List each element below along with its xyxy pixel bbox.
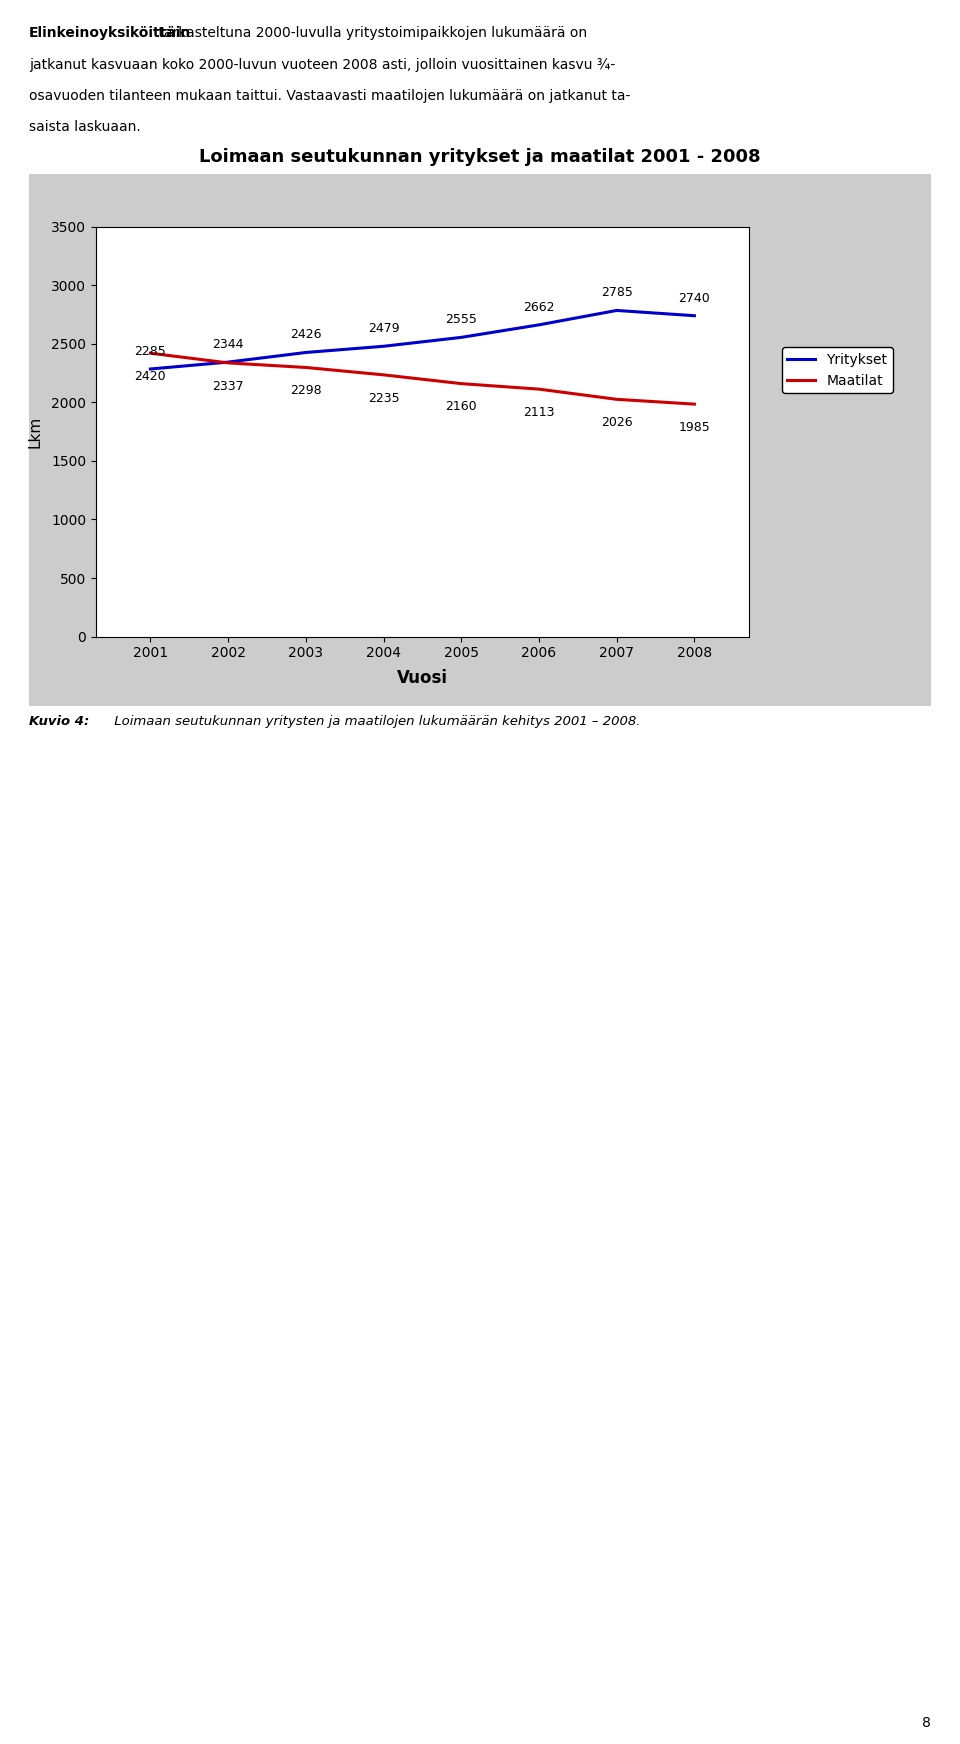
Yritykset (223, 352, 234, 373)
Text: 2740: 2740 (679, 291, 710, 305)
Text: Loimaan seutukunnan yritykset ja maatilat 2001 - 2008: Loimaan seutukunnan yritykset ja maatila… (199, 148, 761, 166)
Maatilat (378, 364, 390, 385)
Y-axis label: Lkm: Lkm (28, 415, 43, 448)
Text: 1985: 1985 (679, 420, 710, 434)
Yritykset (300, 342, 312, 363)
Text: 2785: 2785 (601, 286, 633, 300)
Text: tarkasteltuna 2000-luvulla yritystoimipaikkojen lukumäärä on: tarkasteltuna 2000-luvulla yritystoimipa… (154, 26, 587, 40)
Text: 2344: 2344 (212, 338, 244, 351)
Text: 2662: 2662 (523, 300, 555, 314)
Maatilat (223, 352, 234, 373)
Maatilat (688, 394, 700, 415)
Text: osavuoden tilanteen mukaan taittui. Vastaavasti maatilojen lukumäärä on jatkanut: osavuoden tilanteen mukaan taittui. Vast… (29, 89, 630, 103)
Text: saista laskuaan.: saista laskuaan. (29, 120, 140, 134)
Yritykset (145, 359, 156, 380)
Maatilat (611, 389, 622, 410)
Line: Maatilat: Maatilat (151, 354, 694, 405)
Text: 2426: 2426 (290, 328, 322, 342)
Text: 2479: 2479 (368, 323, 399, 335)
Text: 2026: 2026 (601, 417, 633, 429)
Text: Elinkeinoyksiköittäin: Elinkeinoyksiköittäin (29, 26, 191, 40)
Yritykset (688, 305, 700, 326)
Text: 2113: 2113 (523, 406, 555, 419)
Text: jatkanut kasvuaan koko 2000-luvun vuoteen 2008 asti, jolloin vuosittainen kasvu : jatkanut kasvuaan koko 2000-luvun vuotee… (29, 58, 615, 72)
Yritykset (378, 337, 390, 358)
Text: 2285: 2285 (134, 345, 166, 358)
Maatilat (300, 358, 312, 378)
Text: 8: 8 (923, 1716, 931, 1730)
Maatilat (455, 373, 467, 394)
X-axis label: Vuosi: Vuosi (396, 668, 448, 687)
Text: Loimaan seutukunnan yritysten ja maatilojen lukumäärän kehitys 2001 – 2008.: Loimaan seutukunnan yritysten ja maatilo… (110, 715, 641, 727)
Yritykset (455, 326, 467, 347)
Text: 2235: 2235 (368, 391, 399, 405)
Maatilat (145, 344, 156, 364)
Maatilat (533, 378, 544, 399)
Yritykset (533, 314, 544, 335)
Text: 2337: 2337 (212, 380, 244, 392)
Legend: Yritykset, Maatilat: Yritykset, Maatilat (781, 347, 893, 392)
Text: Kuvio 4:: Kuvio 4: (29, 715, 89, 727)
Text: 2555: 2555 (445, 314, 477, 326)
Yritykset (611, 300, 622, 321)
Text: 2298: 2298 (290, 384, 322, 398)
Line: Yritykset: Yritykset (151, 310, 694, 370)
Text: 2160: 2160 (445, 401, 477, 413)
Text: 2420: 2420 (134, 370, 166, 384)
